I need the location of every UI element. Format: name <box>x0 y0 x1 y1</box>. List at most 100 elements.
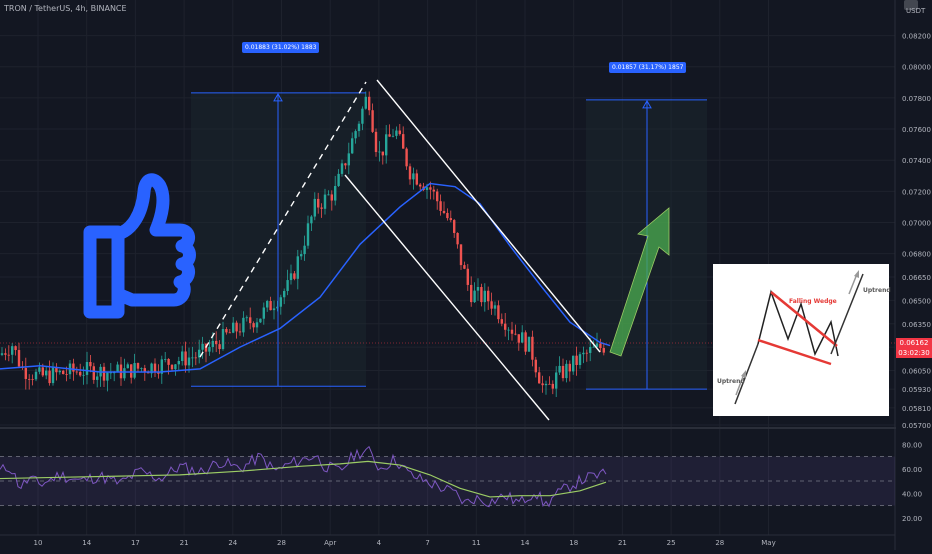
falling-wedge-diagram <box>734 270 864 405</box>
candle-body <box>187 357 191 366</box>
price-tick-label: 0.07400 <box>902 157 931 165</box>
candle-body <box>11 346 14 355</box>
candle-body <box>599 343 602 349</box>
candle-body <box>279 297 282 307</box>
candle-body <box>89 361 92 367</box>
candle-body <box>300 254 303 257</box>
candle-body <box>242 317 245 333</box>
current-price-label: 0.06162 03:02:30 <box>896 338 932 358</box>
candle-body <box>320 207 323 209</box>
candle-body <box>283 290 286 298</box>
candle-body <box>133 363 136 378</box>
candle-body <box>72 363 75 372</box>
candle-body <box>572 355 575 372</box>
time-tick-label: 18 <box>569 539 578 547</box>
candle-body <box>272 308 276 311</box>
price-tick-label: 0.07200 <box>902 188 931 196</box>
price-tick-label: 0.06050 <box>902 367 931 375</box>
price-tick-label: 0.06500 <box>902 297 931 305</box>
candle-body <box>561 365 565 379</box>
candle-body <box>75 371 78 373</box>
rsi-tick-label: 20.00 <box>902 515 922 523</box>
candle-body <box>493 305 497 309</box>
candle-body <box>378 151 381 153</box>
time-tick-label: 21 <box>180 539 189 547</box>
candle-body <box>160 359 163 374</box>
time-tick-label: Apr <box>324 539 336 547</box>
candle-body <box>470 284 473 303</box>
candle-body <box>589 347 592 353</box>
price-tick-label: 0.05700 <box>902 422 931 430</box>
time-tick-label: 25 <box>667 539 676 547</box>
candle-body <box>286 280 289 291</box>
candle-body <box>453 220 456 233</box>
price-tick-label: 0.08200 <box>902 33 931 41</box>
candle-body <box>310 216 313 224</box>
candle-body <box>371 110 374 132</box>
candle-body <box>232 322 235 333</box>
candle-body <box>41 367 44 376</box>
candle-body <box>388 134 391 137</box>
time-tick-label: 21 <box>618 539 627 547</box>
candle-body <box>79 371 82 376</box>
candle-body <box>245 317 248 319</box>
candle-body <box>357 123 361 132</box>
candle-body <box>150 363 153 374</box>
candle-body <box>337 173 340 187</box>
bar-countdown: 03:02:30 <box>898 349 930 357</box>
measure-arrowhead-left <box>273 92 283 102</box>
candle-body <box>62 370 65 375</box>
candle-body <box>425 187 429 190</box>
candle-body <box>565 363 568 379</box>
candle-body <box>602 348 605 353</box>
current-price: 0.06162 <box>899 339 929 347</box>
candle-body <box>106 372 109 381</box>
candle-body <box>514 333 517 335</box>
candle-body <box>381 151 384 156</box>
candle-body <box>544 383 548 386</box>
candle-body <box>548 383 551 385</box>
price-tick-label: 0.07000 <box>902 220 931 228</box>
candle-body <box>17 350 21 367</box>
time-tick-label: 11 <box>472 539 481 547</box>
candle-body <box>157 372 160 374</box>
wedge-upper-line <box>376 79 601 353</box>
price-axis-bg <box>896 0 932 550</box>
uptrend-label-bottom: Uptrend <box>717 378 745 385</box>
candlestick-series <box>0 91 605 398</box>
candle-body <box>191 357 194 359</box>
time-tick-label: 14 <box>521 539 530 547</box>
candle-body <box>92 366 95 380</box>
measure-label-left: 0.01883 (31.02%) 1883 <box>242 42 320 53</box>
candle-body <box>55 367 58 373</box>
candle-body <box>262 307 265 319</box>
candle-body <box>45 370 48 376</box>
candle-body <box>463 265 466 269</box>
price-tick-label: 0.06350 <box>902 321 931 329</box>
candle-body <box>334 186 337 201</box>
candle-body <box>490 301 493 309</box>
candle-body <box>442 210 446 213</box>
candle-body <box>303 245 306 255</box>
time-tick-label: 7 <box>425 539 429 547</box>
candle-body <box>504 323 507 330</box>
candle-body <box>385 134 388 156</box>
candle-body <box>527 336 531 352</box>
candle-body <box>211 340 214 348</box>
candle-body <box>266 301 269 308</box>
candle-body <box>497 305 500 320</box>
candle-body <box>534 359 537 373</box>
candle-body <box>31 379 34 380</box>
dashed-trend-line <box>199 81 367 358</box>
candle-body <box>123 368 126 379</box>
candle-body <box>575 355 578 365</box>
candle-body <box>170 364 174 370</box>
time-tick-label: 17 <box>131 539 140 547</box>
candle-body <box>446 212 449 219</box>
candle-body <box>582 352 585 355</box>
time-tick-label: 4 <box>377 539 382 547</box>
candle-body <box>85 361 89 375</box>
candle-body <box>476 287 480 291</box>
candle-body <box>459 244 463 266</box>
